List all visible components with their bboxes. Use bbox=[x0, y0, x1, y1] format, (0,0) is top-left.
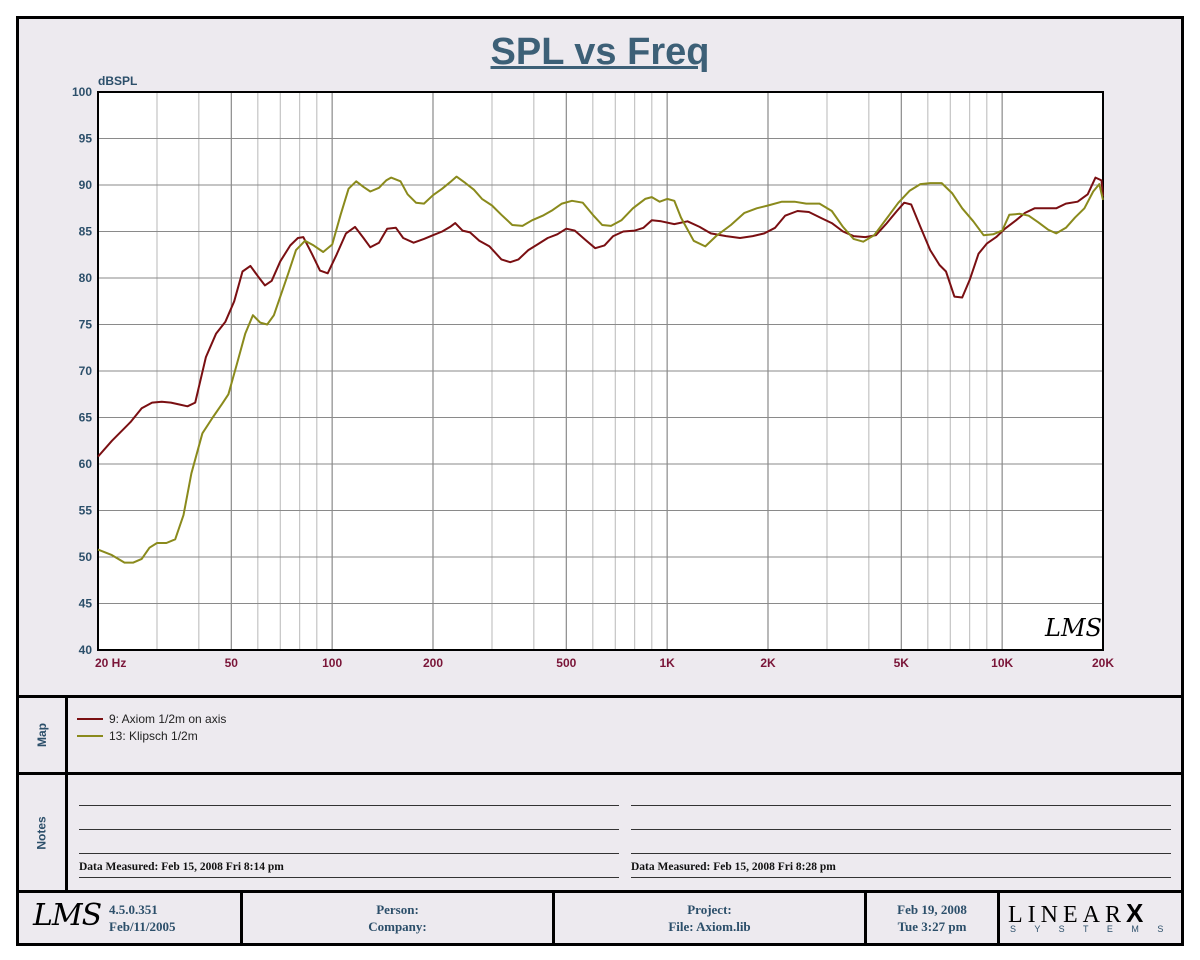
y-tick-label: 60 bbox=[79, 457, 93, 471]
linearx-logo: LINEARX S Y S T E M S bbox=[1000, 893, 1181, 943]
chart-grid bbox=[97, 91, 1104, 651]
x-tick-label: 2K bbox=[760, 656, 776, 670]
note-line bbox=[631, 805, 1171, 806]
x-tick-label: 500 bbox=[556, 656, 576, 670]
person-label: Person: bbox=[376, 902, 419, 917]
chart-title: SPL vs Freq bbox=[490, 31, 710, 73]
x-tick-label: 100 bbox=[322, 656, 342, 670]
x-tick-label: 50 bbox=[225, 656, 239, 670]
y-axis-label: dBSPL bbox=[98, 74, 137, 88]
company-label: Company: bbox=[368, 919, 427, 934]
footer-person-cell: Person: Company: bbox=[243, 893, 555, 943]
notes-section: Notes Data Measured: Feb 15, 2008 Fri 8:… bbox=[19, 775, 1181, 890]
footer-project-cell: Project: File: Axiom.lib bbox=[555, 893, 867, 943]
x-tick-label: 20 Hz bbox=[95, 656, 126, 670]
chart-series bbox=[97, 175, 1104, 564]
plot-border bbox=[97, 91, 1104, 651]
x-tick-labels: 20 Hz 50 100 200 500 1K 2K 5K 10K 20K bbox=[95, 656, 1114, 670]
note-line bbox=[79, 853, 619, 854]
version-date: Feb/11/2005 bbox=[109, 919, 176, 934]
notes-label: Notes bbox=[19, 775, 68, 890]
legend-label-klipsch: 13: Klipsch 1/2m bbox=[109, 728, 198, 743]
footer-date-cell: Feb 19, 2008 Tue 3:27 pm bbox=[867, 893, 1000, 943]
x-tick-label: 1K bbox=[659, 656, 675, 670]
version-number: 4.5.0.351 bbox=[109, 902, 158, 917]
map-section: Map 9: Axiom 1/2m on axis 13: Klipsch 1/… bbox=[19, 698, 1181, 772]
divider bbox=[19, 695, 1181, 698]
legend: 9: Axiom 1/2m on axis 13: Klipsch 1/2m bbox=[77, 710, 226, 744]
chart-section: SPL vs Freq 100 95 90 85 80 75 70 65 60 55 50 45 40 … bbox=[19, 19, 1181, 695]
note-line bbox=[631, 853, 1171, 854]
y-tick-label: 45 bbox=[79, 597, 93, 611]
footer: LMS 4.5.0.351 Feb/11/2005 Person: Compan… bbox=[19, 893, 1181, 943]
legend-swatch-klipsch bbox=[77, 734, 103, 737]
note-line bbox=[79, 877, 619, 878]
file-label: File: Axiom.lib bbox=[668, 919, 751, 934]
linearx-systems: S Y S T E M S bbox=[1010, 924, 1172, 934]
notes-right: Data Measured: Feb 15, 2008 Fri 8:28 pm bbox=[631, 775, 1171, 890]
series-line-klipsch bbox=[97, 175, 1104, 564]
y-tick-labels: 100 95 90 85 80 75 70 65 60 55 50 45 40 bbox=[72, 85, 92, 657]
divider bbox=[19, 890, 1181, 893]
data-measured-right: Data Measured: Feb 15, 2008 Fri 8:28 pm bbox=[631, 861, 836, 873]
legend-item-axiom: 9: Axiom 1/2m on axis bbox=[77, 710, 226, 727]
y-tick-label: 80 bbox=[79, 271, 93, 285]
y-tick-label: 100 bbox=[72, 85, 92, 99]
linearx-wordmark: LINEAR bbox=[1008, 902, 1126, 928]
y-tick-label: 50 bbox=[79, 550, 93, 564]
y-tick-label: 95 bbox=[79, 132, 93, 146]
note-line bbox=[631, 877, 1171, 878]
y-tick-label: 70 bbox=[79, 364, 93, 378]
linearx-x: X bbox=[1125, 898, 1144, 928]
note-line bbox=[79, 805, 619, 806]
x-tick-label: 200 bbox=[423, 656, 443, 670]
y-tick-label: 55 bbox=[79, 504, 93, 518]
report-frame: SPL vs Freq 100 95 90 85 80 75 70 65 60 55 50 45 40 … bbox=[16, 16, 1184, 946]
report-time: Tue 3:27 pm bbox=[897, 919, 967, 934]
y-tick-label: 85 bbox=[79, 225, 93, 239]
footer-version-cell: LMS 4.5.0.351 Feb/11/2005 bbox=[19, 893, 243, 943]
divider bbox=[19, 772, 1181, 775]
report-date: Feb 19, 2008 bbox=[897, 902, 967, 917]
y-tick-label: 90 bbox=[79, 178, 93, 192]
data-measured-left: Data Measured: Feb 15, 2008 Fri 8:14 pm bbox=[79, 861, 284, 873]
x-tick-label: 5K bbox=[894, 656, 910, 670]
x-tick-label: 20K bbox=[1092, 656, 1114, 670]
y-tick-label: 65 bbox=[79, 411, 93, 425]
legend-label-axiom: 9: Axiom 1/2m on axis bbox=[109, 711, 227, 726]
lms-watermark: LMS bbox=[1044, 614, 1102, 642]
notes-left: Data Measured: Feb 15, 2008 Fri 8:14 pm bbox=[79, 775, 619, 890]
legend-swatch-axiom bbox=[77, 717, 103, 720]
legend-item-klipsch: 13: Klipsch 1/2m bbox=[77, 727, 226, 744]
series-line-axiom bbox=[97, 176, 1104, 458]
lms-logo: LMS bbox=[33, 898, 102, 933]
x-tick-label: 10K bbox=[991, 656, 1013, 670]
project-label: Project: bbox=[687, 902, 732, 917]
note-line bbox=[79, 829, 619, 830]
map-label: Map bbox=[19, 698, 68, 772]
y-tick-label: 40 bbox=[79, 643, 93, 657]
y-tick-label: 75 bbox=[79, 318, 93, 332]
note-line bbox=[631, 829, 1171, 830]
